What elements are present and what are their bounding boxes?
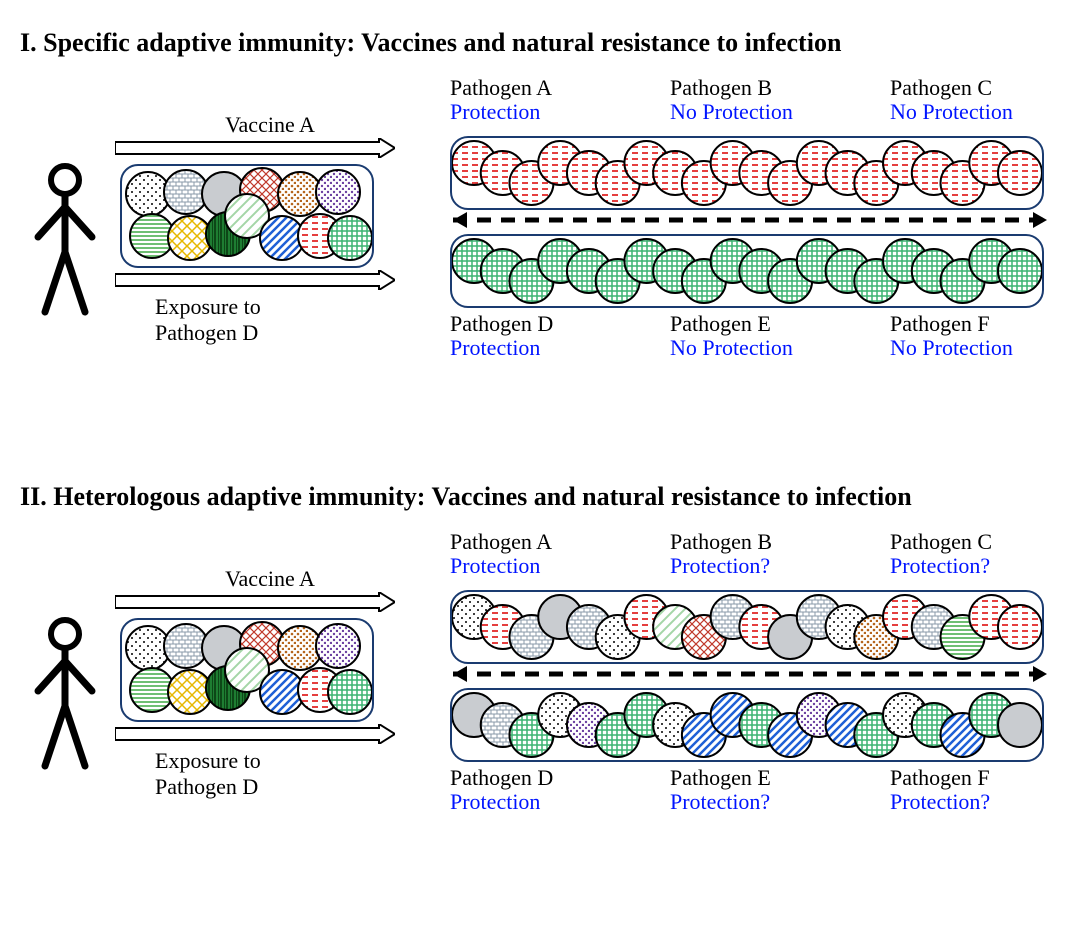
pathogen-a-col-2: Pathogen A Protection xyxy=(450,530,650,578)
exposure-label-line2-2: Pathogen D xyxy=(155,774,258,800)
pathogen-f-name-2: Pathogen F xyxy=(890,766,1084,790)
pathogen-f-status: No Protection xyxy=(890,336,1084,360)
naive-pool-2 xyxy=(120,618,374,722)
pathogen-e-name-2: Pathogen E xyxy=(670,766,870,790)
pathogen-b-name-2: Pathogen B xyxy=(670,530,870,554)
pathogen-e-status: No Protection xyxy=(670,336,870,360)
vaccine-a-arrow-2 xyxy=(115,592,395,612)
pathogen-e-status-2: Protection? xyxy=(670,790,870,814)
pathogen-e-name: Pathogen E xyxy=(670,312,870,336)
expanded-bottom-pill xyxy=(450,234,1044,308)
pathogen-d-status: Protection xyxy=(450,336,650,360)
pathogen-d-name-2: Pathogen D xyxy=(450,766,650,790)
pathogen-b-status-2: Protection? xyxy=(670,554,870,578)
person-icon-2 xyxy=(30,616,100,781)
expanded-bottom-pill-2 xyxy=(450,688,1044,762)
exposure-arrow xyxy=(115,270,395,290)
pathogen-d-col: Pathogen D Protection xyxy=(450,312,650,360)
pathogen-d-name: Pathogen D xyxy=(450,312,650,336)
expanded-top-pill xyxy=(450,136,1044,210)
pathogen-c-status: No Protection xyxy=(890,100,1084,124)
vaccine-a-label-2: Vaccine A xyxy=(170,566,370,592)
pathogen-a-status: Protection xyxy=(450,100,650,124)
pathogen-d-status-2: Protection xyxy=(450,790,650,814)
pathogen-f-name: Pathogen F xyxy=(890,312,1084,336)
pathogen-c-col-2: Pathogen C Protection? xyxy=(890,530,1084,578)
pathogen-c-status-2: Protection? xyxy=(890,554,1084,578)
pathogen-c-col: Pathogen C No Protection xyxy=(890,76,1084,124)
pathogen-a-name: Pathogen A xyxy=(450,76,650,100)
pathogen-f-col-2: Pathogen F Protection? xyxy=(890,766,1084,814)
pathogen-b-status: No Protection xyxy=(670,100,870,124)
pathogen-f-status-2: Protection? xyxy=(890,790,1084,814)
naive-pool xyxy=(120,164,374,268)
pathogen-c-name: Pathogen C xyxy=(890,76,1084,100)
pathogen-b-name: Pathogen B xyxy=(670,76,870,100)
pathogen-a-col: Pathogen A Protection xyxy=(450,76,650,124)
section1-title: I. Specific adaptive immunity: Vaccines … xyxy=(20,28,1064,58)
vaccine-a-arrow xyxy=(115,138,395,158)
pathogen-f-col: Pathogen F No Protection xyxy=(890,312,1084,360)
pathogen-e-col: Pathogen E No Protection xyxy=(670,312,870,360)
section1-panel: Vaccine A Exposure to Pathogen D Pathoge… xyxy=(20,72,1064,452)
exposure-arrow-2 xyxy=(115,724,395,744)
dashed-double-arrow-2 xyxy=(435,664,1065,684)
exposure-label-line2: Pathogen D xyxy=(155,320,258,346)
pathogen-e-col-2: Pathogen E Protection? xyxy=(670,766,870,814)
pathogen-b-col: Pathogen B No Protection xyxy=(670,76,870,124)
pathogen-a-status-2: Protection xyxy=(450,554,650,578)
pathogen-c-name-2: Pathogen C xyxy=(890,530,1084,554)
person-icon xyxy=(30,162,100,327)
pathogen-d-col-2: Pathogen D Protection xyxy=(450,766,650,814)
dashed-double-arrow xyxy=(435,210,1065,230)
section2-title: II. Heterologous adaptive immunity: Vacc… xyxy=(20,482,1064,512)
vaccine-a-label: Vaccine A xyxy=(170,112,370,138)
exposure-label-line1: Exposure to xyxy=(155,294,261,320)
expanded-top-pill-2 xyxy=(450,590,1044,664)
pathogen-b-col-2: Pathogen B Protection? xyxy=(670,530,870,578)
section2-panel: Vaccine A Exposure to Pathogen D Pathoge… xyxy=(20,526,1064,906)
exposure-label-line1-2: Exposure to xyxy=(155,748,261,774)
pathogen-a-name-2: Pathogen A xyxy=(450,530,650,554)
